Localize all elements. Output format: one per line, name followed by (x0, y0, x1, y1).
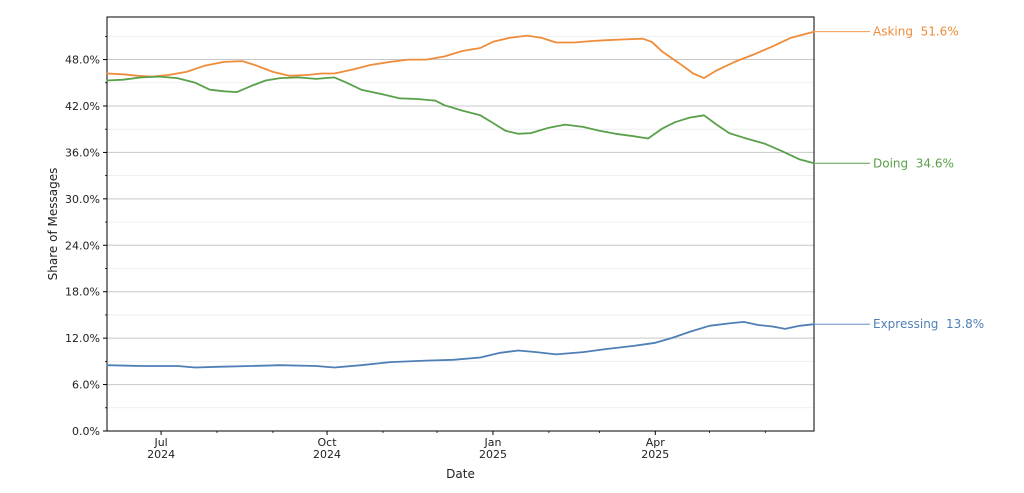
x-tick-month: Oct (318, 436, 338, 449)
y-tick-label: 0.0% (72, 425, 100, 438)
y-tick-label: 30.0% (65, 193, 100, 206)
x-axis-title: Date (446, 467, 475, 481)
y-tick-label: 24.0% (65, 239, 100, 252)
x-tick-month: Jul (153, 436, 167, 449)
y-tick-label: 6.0% (72, 379, 100, 392)
plot-frame (106, 16, 815, 432)
end-label-expressing: Expressing 13.8% (873, 317, 984, 331)
end-labels: Asking 51.6% Doing 34.6% Expressing 13.8% (814, 25, 984, 331)
y-tick-label: 12.0% (65, 332, 100, 345)
y-tick-label: 42.0% (65, 100, 100, 113)
end-label-doing: Doing 34.6% (873, 156, 954, 170)
x-tick-year: 2024 (147, 448, 175, 461)
x-tick-year: 2025 (641, 448, 669, 461)
gridlines (107, 35, 814, 432)
series-line-expressing (106, 321, 815, 369)
y-tick-label: 48.0% (65, 54, 100, 67)
x-tick-month: Apr (646, 436, 666, 449)
y-tick-label: 18.0% (65, 286, 100, 299)
x-tick-year: 2024 (313, 448, 341, 461)
axes: 0.0% 6.0% 12.0% 18.0% 24.0% 30.0% 36.0% 42.0% 48… (65, 16, 815, 461)
series-line-doing (106, 75, 815, 165)
x-tick-year: 2025 (479, 448, 507, 461)
y-tick-label: 36.0% (65, 146, 100, 159)
y-axis-title: Share of Messages (46, 168, 60, 281)
series-line-asking (106, 30, 815, 79)
end-label-asking: Asking 51.6% (873, 25, 959, 39)
x-tick-month: Jan (483, 436, 501, 449)
series-lines (106, 30, 815, 369)
